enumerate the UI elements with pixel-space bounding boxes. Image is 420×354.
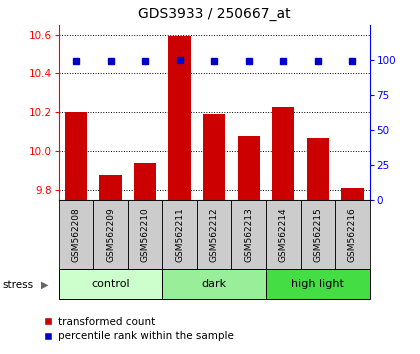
FancyBboxPatch shape — [59, 269, 163, 299]
Text: GSM562211: GSM562211 — [175, 207, 184, 262]
FancyBboxPatch shape — [93, 200, 128, 269]
FancyBboxPatch shape — [266, 200, 301, 269]
FancyBboxPatch shape — [128, 200, 163, 269]
FancyBboxPatch shape — [301, 200, 335, 269]
Text: dark: dark — [202, 279, 227, 289]
Text: GSM562213: GSM562213 — [244, 207, 253, 262]
Text: high light: high light — [291, 279, 344, 289]
FancyBboxPatch shape — [335, 200, 370, 269]
Bar — [134, 163, 156, 200]
Bar — [203, 114, 226, 200]
Bar — [238, 136, 260, 200]
Bar — [168, 36, 191, 200]
Text: GSM562209: GSM562209 — [106, 207, 115, 262]
FancyBboxPatch shape — [59, 200, 93, 269]
FancyBboxPatch shape — [163, 269, 266, 299]
Bar — [272, 107, 294, 200]
Text: control: control — [91, 279, 130, 289]
FancyBboxPatch shape — [231, 200, 266, 269]
Bar — [307, 138, 329, 200]
Text: ▶: ▶ — [41, 280, 48, 290]
Legend: transformed count, percentile rank within the sample: transformed count, percentile rank withi… — [43, 317, 234, 341]
Bar — [65, 113, 87, 200]
Text: GSM562214: GSM562214 — [279, 207, 288, 262]
Text: stress: stress — [2, 280, 33, 290]
Text: GSM562210: GSM562210 — [141, 207, 150, 262]
Title: GDS3933 / 250667_at: GDS3933 / 250667_at — [138, 7, 291, 21]
Bar — [100, 175, 122, 200]
Text: GSM562208: GSM562208 — [71, 207, 81, 262]
FancyBboxPatch shape — [197, 200, 231, 269]
Text: GSM562212: GSM562212 — [210, 207, 219, 262]
FancyBboxPatch shape — [163, 200, 197, 269]
Bar — [341, 188, 364, 200]
Text: GSM562215: GSM562215 — [313, 207, 322, 262]
FancyBboxPatch shape — [266, 269, 370, 299]
Text: GSM562216: GSM562216 — [348, 207, 357, 262]
